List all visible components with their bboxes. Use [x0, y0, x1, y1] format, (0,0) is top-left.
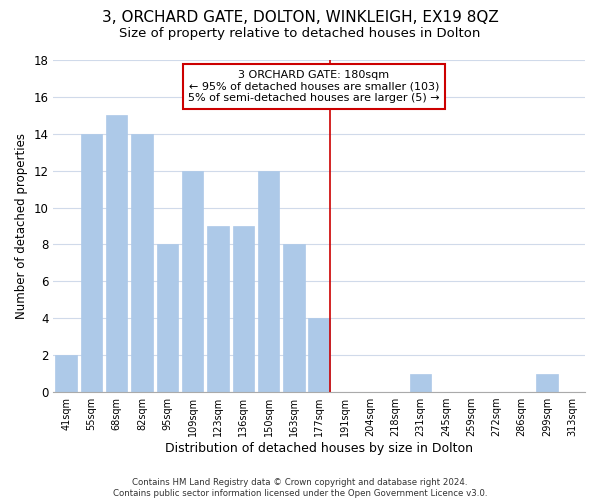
Bar: [410, 374, 431, 392]
Bar: [283, 244, 305, 392]
Bar: [536, 374, 558, 392]
Bar: [308, 318, 330, 392]
Bar: [182, 170, 203, 392]
Y-axis label: Number of detached properties: Number of detached properties: [15, 133, 28, 319]
Bar: [258, 170, 280, 392]
Bar: [157, 244, 178, 392]
Text: Contains HM Land Registry data © Crown copyright and database right 2024.
Contai: Contains HM Land Registry data © Crown c…: [113, 478, 487, 498]
Text: Size of property relative to detached houses in Dolton: Size of property relative to detached ho…: [119, 28, 481, 40]
Bar: [233, 226, 254, 392]
Text: 3 ORCHARD GATE: 180sqm
← 95% of detached houses are smaller (103)
5% of semi-det: 3 ORCHARD GATE: 180sqm ← 95% of detached…: [188, 70, 440, 103]
Bar: [55, 355, 77, 392]
Text: 3, ORCHARD GATE, DOLTON, WINKLEIGH, EX19 8QZ: 3, ORCHARD GATE, DOLTON, WINKLEIGH, EX19…: [101, 10, 499, 25]
Bar: [106, 116, 127, 392]
Bar: [131, 134, 153, 392]
Bar: [80, 134, 102, 392]
Bar: [207, 226, 229, 392]
X-axis label: Distribution of detached houses by size in Dolton: Distribution of detached houses by size …: [165, 442, 473, 455]
